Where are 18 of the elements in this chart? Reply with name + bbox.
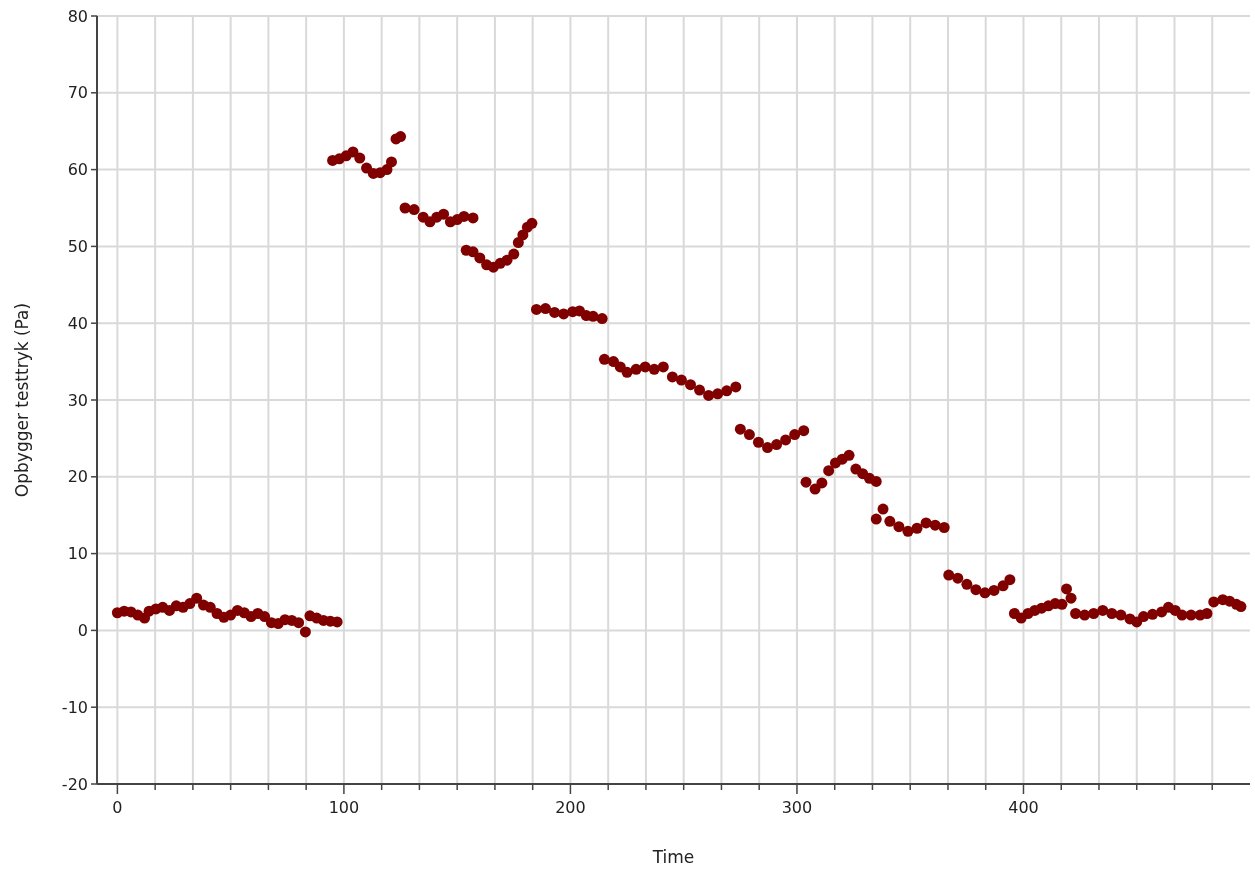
y-tick-label: -20: [61, 774, 88, 794]
y-tick-label: -10: [61, 697, 88, 717]
y-tick-label: 50: [67, 237, 88, 256]
y-tick-label: 20: [67, 467, 88, 487]
y-tick-label: 10: [67, 544, 88, 564]
y-tick-label: 0: [77, 621, 88, 640]
y-axis-title: Opbygger testtryk (Pa): [12, 302, 32, 498]
x-tick-label: 400: [1008, 798, 1039, 817]
y-tick-label: 60: [67, 160, 88, 180]
y-tick-label: 40: [67, 313, 88, 333]
y-tick-label: 30: [67, 390, 88, 410]
x-axis-title: Time: [651, 847, 695, 867]
y-tick-label: 70: [67, 83, 88, 103]
x-tick-label: 100: [328, 798, 360, 817]
x-tick-label: 300: [781, 798, 813, 817]
x-tick-label: 0: [112, 798, 123, 817]
y-tick-label: 80: [67, 6, 88, 26]
x-tick-label: 200: [555, 798, 586, 817]
